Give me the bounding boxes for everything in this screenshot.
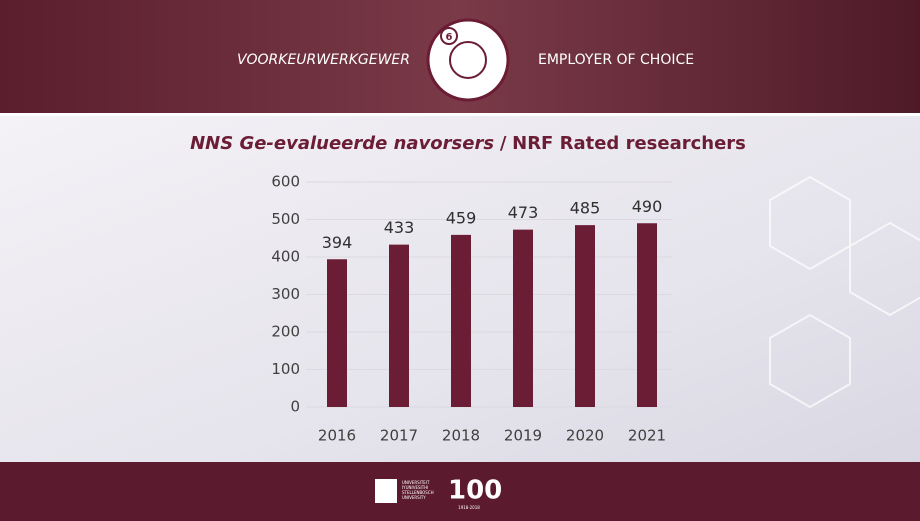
title-italic: NNS Ge-evalueerde navorsers xyxy=(190,133,494,154)
logo-text: UNIVERSITEIT IYUNIVESITHI STELLENBOSCH UNIV… xyxy=(402,480,434,500)
centenary: 100 xyxy=(448,476,502,506)
logo-line: STELLENBOSCH xyxy=(402,490,434,495)
y-tick-label: 0 xyxy=(290,398,300,416)
data-label: 485 xyxy=(570,199,601,218)
header-left: VOORKEURWERKGEWER xyxy=(237,52,410,68)
header-right: EMPLOYER OF CHOICE xyxy=(538,52,694,68)
data-label: 394 xyxy=(322,233,353,252)
badge-circle xyxy=(426,18,510,102)
y-tick-label: 600 xyxy=(271,173,300,191)
y-tick-label: 500 xyxy=(271,210,300,228)
x-tick-label: 2020 xyxy=(566,427,604,445)
footer-band xyxy=(0,462,920,521)
data-label: 459 xyxy=(446,208,477,227)
x-tick-label: 2021 xyxy=(628,427,666,445)
chart-title: NNS Ge-evalueerde navorsers / NRF Rated … xyxy=(190,133,746,154)
x-tick-label: 2016 xyxy=(318,427,356,445)
title-bold: NRF Rated researchers xyxy=(512,133,746,154)
x-tick-label: 2017 xyxy=(380,427,418,445)
logo-shield xyxy=(375,479,397,503)
title-separator: / xyxy=(500,133,507,154)
badge-icon xyxy=(449,41,487,79)
data-label: 490 xyxy=(632,197,663,216)
logo-line: UNIVERSITY xyxy=(402,495,426,500)
data-label: 433 xyxy=(384,218,415,237)
y-tick-label: 100 xyxy=(271,360,300,378)
bar xyxy=(637,223,657,407)
centenary-years: 1918·2018 xyxy=(458,505,480,510)
y-tick-label: 300 xyxy=(271,285,300,303)
y-tick-label: 200 xyxy=(271,323,300,341)
bar xyxy=(327,259,347,407)
bar xyxy=(451,234,471,407)
bar xyxy=(389,244,409,407)
data-label: 473 xyxy=(508,203,539,222)
x-tick-label: 2018 xyxy=(442,427,480,445)
y-tick-label: 400 xyxy=(271,248,300,266)
header-edge xyxy=(0,113,920,116)
badge-number-circle xyxy=(440,27,458,45)
bar xyxy=(513,229,533,407)
logo-line: UNIVERSITEIT xyxy=(402,480,430,485)
logo-line: IYUNIVESITHI xyxy=(402,485,428,490)
bar xyxy=(575,225,595,407)
x-tick-label: 2019 xyxy=(504,427,542,445)
badge-number: 6 xyxy=(446,32,453,43)
hexagon-decor xyxy=(769,175,920,409)
